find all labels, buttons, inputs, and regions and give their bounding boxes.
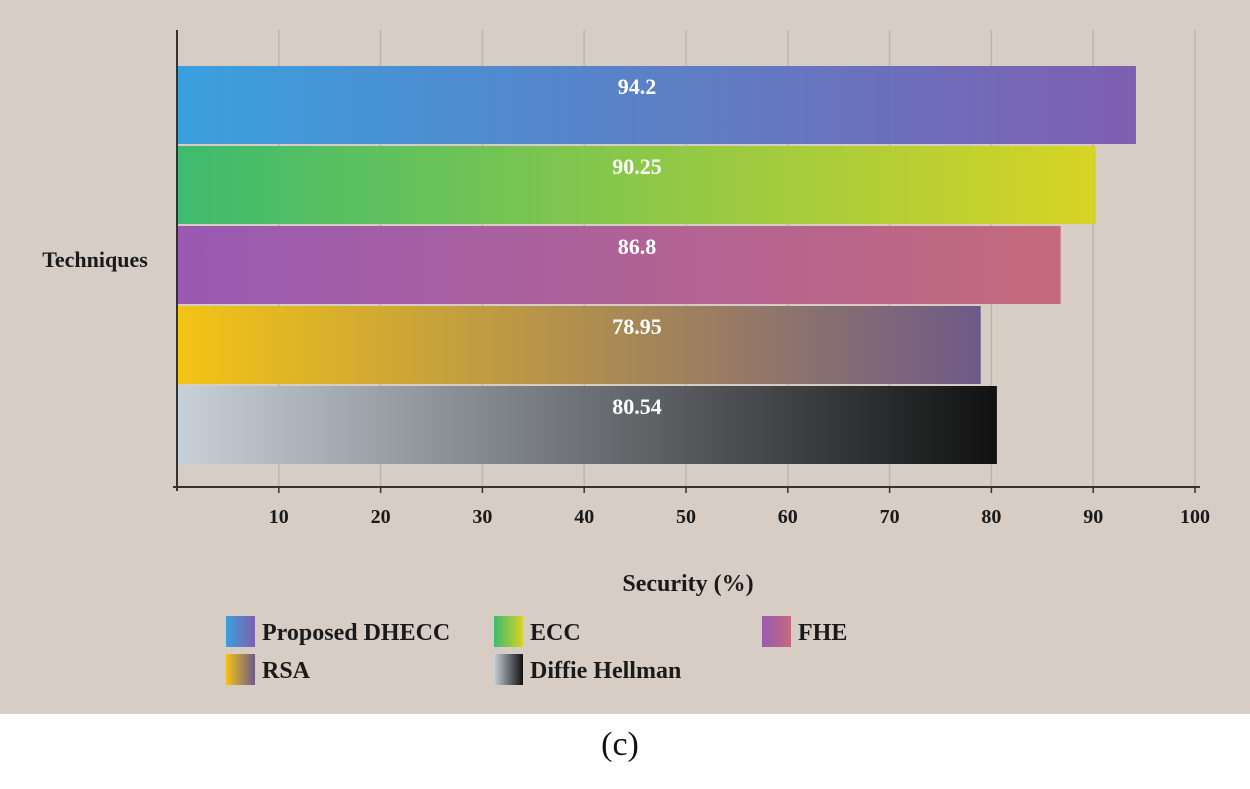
x-tick-label-60: 60 xyxy=(778,506,798,528)
x-tick-label-70: 70 xyxy=(880,506,900,528)
bar-diffie-hellman xyxy=(177,386,997,464)
legend-label-diffie-hellman: Diffie Hellman xyxy=(530,658,681,684)
x-tick-label-100: 100 xyxy=(1180,506,1210,528)
legend-label-fhe: FHE xyxy=(798,620,847,646)
bar-value-label-ecc: 90.25 xyxy=(612,154,662,179)
legend-swatch-proposed-dhecc xyxy=(226,616,255,647)
bar-value-label-proposed-dhecc: 94.2 xyxy=(618,74,657,99)
y-axis-title: Techniques xyxy=(42,247,148,272)
bar-ecc xyxy=(177,146,1096,224)
legend-label-rsa: RSA xyxy=(262,658,311,684)
x-tick-label-20: 20 xyxy=(371,506,391,528)
x-axis-title: Security (%) xyxy=(622,571,753,597)
bar-chart: 94.2 90.25 86.8 78.95 80.54 10 20 30 40 50 60 70 80 9… xyxy=(42,30,1210,685)
legend-swatch-fhe xyxy=(762,616,791,647)
bar-value-label-rsa: 78.95 xyxy=(612,314,662,339)
x-tick-label-40: 40 xyxy=(574,506,594,528)
x-tick-label-10: 10 xyxy=(269,506,289,528)
legend-swatch-ecc xyxy=(494,616,523,647)
bar-fhe xyxy=(177,226,1061,304)
bar-value-label-fhe: 86.8 xyxy=(618,234,657,259)
legend-label-ecc: ECC xyxy=(530,620,581,646)
figure-caption: (c) xyxy=(601,726,639,763)
legend-label-proposed-dhecc: Proposed DHECC xyxy=(262,620,450,646)
legend-swatch-diffie-hellman xyxy=(494,654,523,685)
legend-swatch-rsa xyxy=(226,654,255,685)
x-tick-label-30: 30 xyxy=(472,506,492,528)
bar-value-label-diffie-hellman: 80.54 xyxy=(612,394,662,419)
x-tick-label-90: 90 xyxy=(1083,506,1103,528)
x-tick-label-50: 50 xyxy=(676,506,696,528)
bar-proposed-dhecc xyxy=(177,66,1136,144)
x-tick-label-80: 80 xyxy=(981,506,1001,528)
bar-rsa xyxy=(177,306,981,384)
